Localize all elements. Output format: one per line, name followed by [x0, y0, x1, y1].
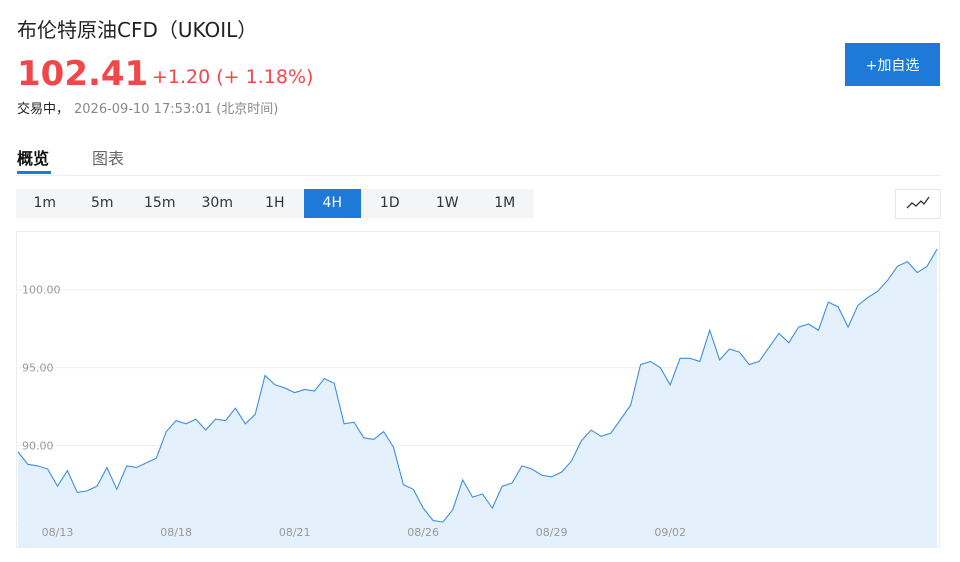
line-icon [906, 196, 930, 209]
timeframe-button[interactable]: 30m [201, 195, 233, 211]
timeframe-button[interactable]: 1D [379, 195, 400, 211]
x-tick-label: 08/21 [279, 526, 311, 539]
timeframe-button[interactable]: 1H [265, 195, 285, 211]
x-tick-label: 08/29 [536, 526, 568, 539]
price-change: +1.20 (+ 1.18%) [152, 66, 314, 88]
line [17, 248, 938, 523]
area [18, 249, 937, 547]
trading-status: 交易中， [17, 102, 70, 117]
timeframe-button[interactable]: 15m [144, 195, 176, 211]
x-tick-label: 08/26 [407, 526, 439, 539]
divider [16, 175, 941, 176]
y-tick-label: 95.00 [22, 362, 54, 375]
chart-type-button[interactable] [895, 189, 941, 219]
title: 布伦特原油CFD（UKOIL） [17, 18, 258, 42]
timeframe-button[interactable]: 4H [303, 189, 361, 218]
timeframe-bar: 1m 5m 15m 30m 1H 4H 1D 1W 1M [16, 189, 534, 218]
x-tick-label: 09/02 [654, 526, 686, 539]
add-watchlist-button[interactable]: +加自选 [845, 43, 940, 86]
timeframe-button[interactable]: 1M [494, 195, 516, 211]
y-tick-label: 100.00 [22, 284, 61, 297]
timeframe-button[interactable]: 1W [435, 195, 459, 211]
tab-indicator [17, 171, 51, 174]
tab[interactable]: 图表 [92, 149, 125, 168]
price: 102.41 [17, 54, 149, 94]
x-tick-label: 08/18 [160, 526, 192, 539]
timeframe-button[interactable]: 1m [33, 195, 57, 211]
timeframe-button[interactable]: 5m [90, 195, 114, 211]
chart: 85.0090.0095.00100.0008/1308/1808/2108/2… [17, 248, 940, 547]
y-tick-label: 90.00 [22, 440, 54, 453]
x-tick-label: 08/13 [42, 526, 74, 539]
chart-frame [16, 231, 940, 548]
timestamp: 2026-09-10 17:53:01 (北京时间) [74, 102, 279, 117]
tab[interactable]: 概览 [17, 149, 50, 168]
